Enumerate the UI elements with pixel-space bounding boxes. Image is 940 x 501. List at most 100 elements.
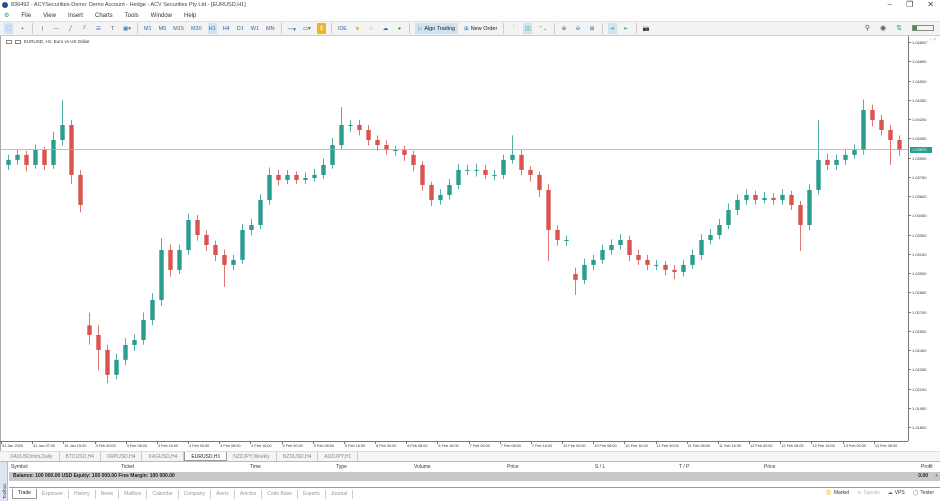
- price-tick-label: 1.03750: [908, 174, 927, 180]
- trendline-icon[interactable]: ╱: [68, 25, 73, 32]
- time-tick-label: 13 Feb 00:00: [842, 442, 867, 448]
- tab-exposure[interactable]: Exposure: [37, 489, 70, 499]
- tab-alerts[interactable]: Alerts: [211, 489, 235, 499]
- status-vps[interactable]: ☁ VPS: [888, 490, 905, 496]
- tab-code-base[interactable]: Code Base: [262, 489, 298, 499]
- restore-button[interactable]: ❐: [906, 0, 914, 9]
- timeframe-m15[interactable]: M15: [173, 25, 184, 32]
- chart-tab[interactable]: XAGUSD,H4: [142, 452, 185, 461]
- community-icon[interactable]: ●: [397, 25, 402, 32]
- status-tester[interactable]: ◯ Tester: [913, 490, 934, 496]
- chart-window-controls[interactable]: _ ▫ ×: [925, 37, 936, 43]
- templates-icon[interactable]: ▭▾: [302, 25, 311, 32]
- timeframe-mn[interactable]: MN: [266, 25, 275, 32]
- chart-quick-trade-icon[interactable]: [15, 39, 21, 44]
- column-header[interactable]: Type: [336, 464, 347, 470]
- menu-view[interactable]: View: [43, 12, 56, 19]
- text-icon[interactable]: T: [110, 25, 115, 32]
- timeframe-m5[interactable]: M5: [158, 25, 167, 32]
- zoom-out-icon[interactable]: ⊖: [575, 25, 581, 32]
- tab-articles[interactable]: Articles: [235, 489, 263, 499]
- status-market[interactable]: 🛍 Market: [826, 490, 850, 496]
- menu-window[interactable]: Window: [150, 12, 173, 19]
- vertical-line-icon[interactable]: |: [41, 25, 44, 32]
- price-tick-label: 1.04800: [908, 40, 927, 45]
- column-header[interactable]: Profit: [921, 464, 933, 470]
- screenshot-icon[interactable]: 📷: [642, 25, 650, 32]
- balance-row[interactable]: Balance: 100 000.00 USD Equity: 100 000.…: [9, 472, 940, 481]
- chart-tab[interactable]: XAUUSDmini,Daily: [4, 452, 60, 461]
- algo-trading-button[interactable]: ▷ Algo Trading: [414, 23, 459, 34]
- fibonacci-icon[interactable]: ☰: [96, 25, 101, 32]
- indicators-icon[interactable]: 〰▾: [287, 26, 296, 33]
- timeframe-m30[interactable]: M30: [190, 25, 202, 32]
- column-header[interactable]: S / L: [595, 464, 606, 470]
- account-icon[interactable]: ◉: [880, 25, 887, 32]
- menu-charts[interactable]: Charts: [94, 12, 113, 19]
- timeframe-m1[interactable]: M1: [143, 25, 152, 32]
- column-header[interactable]: Price: [764, 464, 776, 470]
- channel-icon[interactable]: ⫽: [83, 25, 86, 31]
- tab-history[interactable]: History: [69, 489, 96, 499]
- menu-help[interactable]: Help: [184, 12, 197, 19]
- column-header[interactable]: Ticket: [121, 464, 135, 470]
- shapes-icon[interactable]: ▦▾: [123, 25, 131, 32]
- tab-news[interactable]: News: [96, 489, 120, 499]
- profiles-icon[interactable]: $: [316, 23, 326, 34]
- market-icon[interactable]: ■: [355, 25, 360, 32]
- chart-window[interactable]: [0, 36, 940, 451]
- close-button[interactable]: ✕: [927, 0, 934, 9]
- crosshair-icon[interactable]: +: [20, 25, 25, 32]
- column-header[interactable]: Symbol: [11, 464, 28, 470]
- timeframe-d1[interactable]: D1: [236, 25, 244, 32]
- separator: [601, 23, 603, 34]
- new-order-button[interactable]: ⊞ New Order: [463, 23, 498, 34]
- minimize-button[interactable]: –: [887, 0, 893, 9]
- chart-tab[interactable]: EURUSD,H1: [184, 452, 228, 461]
- tab-mailbox[interactable]: Mailbox: [119, 489, 148, 499]
- time-axis[interactable]: 31 Jan 2025 31 Jan 07:00 31 Jan 15:00 3 Feb…: [0, 441, 908, 450]
- bar-chart-icon[interactable]: ⫶: [513, 25, 515, 31]
- menu-tools[interactable]: Tools: [124, 12, 139, 19]
- tab-calendar[interactable]: Calendar: [147, 489, 179, 499]
- vps-icon[interactable]: ☁: [382, 25, 389, 32]
- line-chart-icon[interactable]: ⌃⌄: [538, 25, 548, 32]
- autoscroll-icon[interactable]: ⇥: [607, 23, 617, 34]
- tab-company[interactable]: Company: [179, 489, 212, 499]
- chart-tab[interactable]: NZDUSD,H4: [277, 452, 319, 461]
- menu-file[interactable]: File: [21, 12, 32, 19]
- zoom-in-icon[interactable]: ⊕: [561, 25, 567, 32]
- candlestick-icon[interactable]: ▯▯: [523, 23, 533, 34]
- ide-button[interactable]: IDE: [337, 25, 347, 32]
- candle-body: [195, 219, 200, 235]
- tab-trade[interactable]: Trade: [12, 489, 37, 499]
- cursor-icon[interactable]: ⬚: [4, 23, 13, 34]
- tab-journal[interactable]: Journal: [326, 489, 354, 499]
- chart-tab[interactable]: AUDJPY,H1: [318, 452, 359, 461]
- column-header[interactable]: Price: [507, 464, 519, 470]
- status-signals[interactable]: ≋ Signals: [857, 490, 880, 496]
- price-axis[interactable]: 1.04800 1.04650 1.04500 1.04350 1.04200 1.040…: [908, 36, 940, 441]
- column-header[interactable]: Time: [250, 464, 261, 470]
- candlestick-chart[interactable]: [0, 36, 908, 441]
- chart-tab[interactable]: NZDJPY,Weekly: [227, 452, 277, 461]
- chart-tab[interactable]: XRPUSD,H4: [101, 452, 143, 461]
- column-header[interactable]: T / P: [679, 464, 690, 470]
- horizontal-line-icon[interactable]: —: [53, 25, 60, 32]
- timeframe-h1[interactable]: H1: [207, 23, 217, 34]
- add-icon[interactable]: +: [935, 473, 938, 479]
- timeframe-w1[interactable]: W1: [250, 25, 259, 32]
- tile-windows-icon[interactable]: ⊞: [589, 25, 595, 32]
- menu-insert[interactable]: Insert: [67, 12, 83, 19]
- chart-shift-icon[interactable]: ⇤: [623, 25, 629, 32]
- signals-icon[interactable]: ≋: [369, 25, 374, 32]
- connection-icon[interactable]: ⇅: [896, 25, 902, 32]
- tab-experts[interactable]: Experts: [298, 489, 326, 499]
- search-icon[interactable]: ⚲: [864, 25, 871, 32]
- toolbox-sidebar[interactable]: Toolbox: [0, 462, 8, 501]
- chart-tab[interactable]: BTCUSD,H4: [60, 452, 101, 461]
- timeframe-h4[interactable]: H4: [222, 25, 230, 32]
- column-header[interactable]: Volume: [414, 464, 431, 470]
- app-menu-icon[interactable]: ⚙: [4, 13, 10, 19]
- chart-menu-icon[interactable]: [6, 39, 12, 44]
